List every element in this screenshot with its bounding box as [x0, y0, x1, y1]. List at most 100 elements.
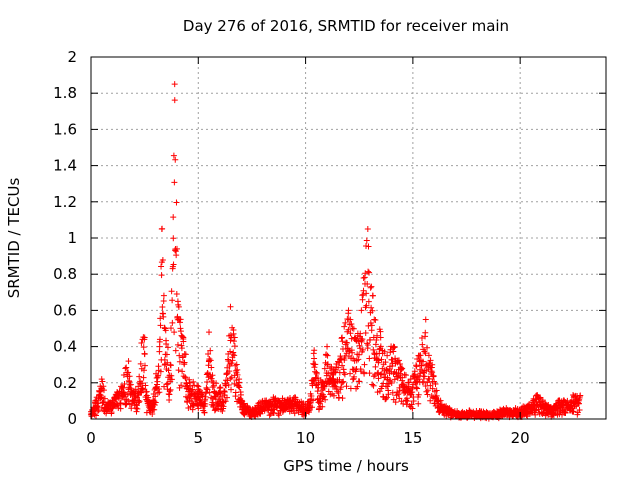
y-tick-label: 0.8 — [53, 265, 77, 283]
data-point — [367, 336, 374, 343]
data-point — [416, 352, 423, 359]
data-point — [363, 290, 370, 297]
data-point — [313, 370, 320, 377]
data-point — [162, 325, 169, 332]
data-point — [336, 394, 343, 401]
data-point — [376, 388, 383, 395]
data-point — [217, 390, 224, 397]
data-point — [163, 381, 170, 388]
x-tick-label: 20 — [511, 429, 530, 447]
data-point — [152, 393, 159, 400]
data-point — [143, 392, 150, 399]
data-point — [395, 391, 402, 398]
data-point — [204, 378, 211, 385]
data-point — [432, 393, 439, 400]
data-point — [230, 349, 237, 356]
data-point — [365, 298, 372, 305]
data-point — [383, 366, 390, 373]
data-point — [100, 383, 107, 390]
data-point — [382, 359, 389, 366]
data-point — [358, 338, 365, 345]
data-point — [354, 383, 361, 390]
data-point — [208, 364, 215, 371]
data-point — [125, 358, 132, 365]
data-point — [120, 372, 127, 379]
data-point — [404, 398, 411, 405]
data-point — [233, 361, 240, 368]
data-point — [336, 359, 343, 366]
data-point — [177, 328, 184, 335]
data-point — [377, 328, 384, 335]
data-point — [399, 365, 406, 372]
chart-title: Day 276 of 2016, SRMTID for receiver mai… — [183, 17, 509, 35]
data-point — [223, 394, 230, 401]
data-point — [166, 388, 173, 395]
data-point — [177, 316, 184, 323]
data-point — [380, 380, 387, 387]
data-point — [164, 344, 171, 351]
data-point — [338, 384, 345, 391]
data-point — [136, 373, 143, 380]
data-point — [319, 403, 326, 410]
data-point — [341, 371, 348, 378]
data-point — [384, 374, 391, 381]
data-point — [128, 390, 135, 397]
data-point — [228, 360, 235, 367]
data-point — [186, 376, 193, 383]
data-point — [338, 380, 345, 387]
data-point — [204, 386, 211, 393]
data-point — [180, 334, 187, 341]
data-point — [157, 368, 164, 375]
axis-ticks: 0 5 10 15 20 0 0.2 0.4 0.6 0.8 1 1.2 1.4 1.6 1.8 2 — [53, 48, 606, 447]
x-tick-label: 5 — [194, 429, 204, 447]
data-point — [378, 356, 385, 363]
data-point — [138, 380, 145, 387]
data-point — [173, 252, 180, 259]
data-point — [427, 397, 434, 404]
data-point — [141, 334, 148, 341]
data-point — [228, 386, 235, 393]
data-point — [413, 362, 420, 369]
data-point — [430, 373, 437, 380]
data-point — [432, 381, 439, 388]
data-point — [366, 370, 373, 377]
data-point — [156, 343, 163, 350]
data-point — [364, 280, 371, 287]
data-point — [231, 334, 238, 341]
data-point — [406, 379, 413, 386]
data-point — [227, 337, 234, 344]
data-point — [236, 376, 243, 383]
data-point — [232, 362, 239, 369]
data-point — [118, 383, 125, 390]
data-point — [158, 272, 165, 279]
data-point — [424, 387, 431, 394]
data-point — [422, 316, 429, 323]
data-point — [415, 400, 422, 407]
data-point — [510, 406, 517, 413]
data-point — [170, 235, 177, 242]
data-point — [425, 352, 432, 359]
data-point — [166, 397, 173, 404]
data-point — [141, 362, 148, 369]
data-point — [98, 394, 105, 401]
data-point — [122, 365, 129, 372]
data-point — [330, 392, 337, 399]
data-point — [142, 382, 149, 389]
data-point — [321, 393, 328, 400]
data-point — [344, 339, 351, 346]
data-point — [366, 269, 373, 276]
data-point — [230, 338, 237, 345]
data-point — [172, 156, 179, 163]
data-point — [324, 361, 331, 368]
y-tick-label: 0.2 — [53, 374, 77, 392]
data-point — [341, 323, 348, 330]
data-point — [175, 367, 182, 374]
data-point — [103, 401, 110, 408]
y-tick-label: 1 — [67, 229, 77, 247]
data-point — [414, 385, 421, 392]
x-tick-label: 10 — [296, 429, 315, 447]
data-point — [167, 361, 174, 368]
data-point — [347, 385, 354, 392]
data-point — [227, 303, 234, 310]
data-point — [339, 334, 346, 341]
